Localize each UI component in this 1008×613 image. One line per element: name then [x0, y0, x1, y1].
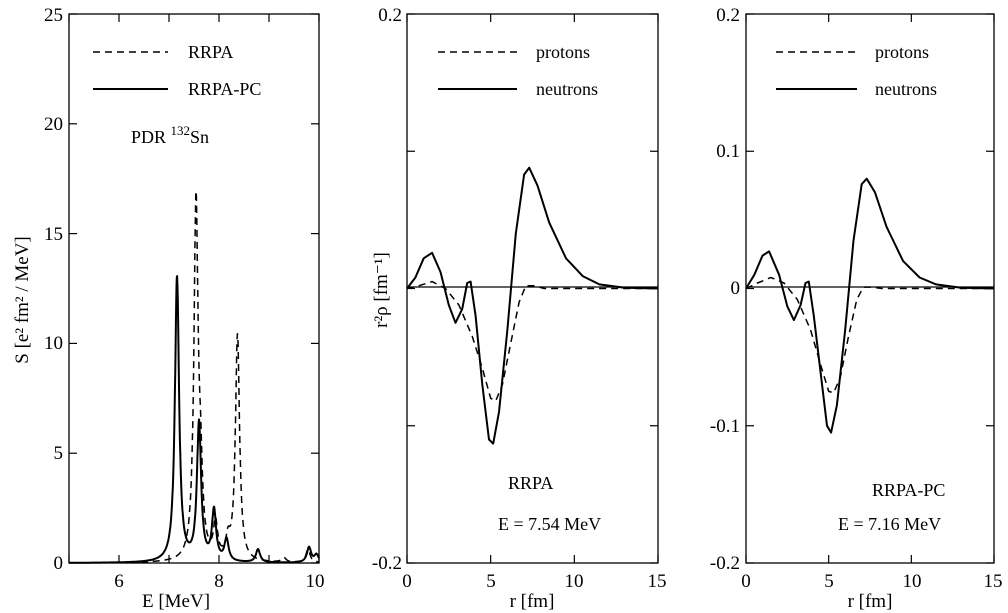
annotation-mass: 132: [171, 123, 191, 138]
legend-label: protons: [875, 42, 929, 62]
x-tick-label: 10: [565, 571, 584, 592]
y-axis-label: S [e² fm² / MeV]: [12, 236, 33, 363]
y-axis-label: r²ρ [fm⁻¹]: [371, 252, 392, 328]
series-line-protons: [745, 276, 994, 394]
x-tick-label: 15: [648, 571, 667, 592]
axis-ticks: [406, 13, 659, 564]
plot-frame: [68, 13, 320, 564]
series-line-rrpa: [68, 190, 320, 564]
panel-strength-function: 0 5 10 15 20 25 6 8 10 E [MeV] S [e² fm²…: [12, 5, 325, 612]
series-line-rrpa-pc: [68, 275, 320, 564]
legend-label: neutrons: [875, 79, 937, 99]
model-label: RRPA-PC: [872, 480, 945, 500]
y-tick-label: 0.2: [378, 5, 402, 26]
x-tick-label: 15: [984, 571, 1003, 592]
x-tick-label: 8: [214, 571, 224, 592]
y-tick-label: 25: [44, 5, 63, 26]
legend-label: RRPA: [188, 42, 233, 62]
x-tick-label: 10: [903, 571, 922, 592]
series-line-protons: [406, 280, 658, 402]
y-tick-label: -0.1: [710, 416, 740, 437]
energy-label: E = 7.16 MeV: [838, 514, 941, 534]
x-tick-label: 10: [306, 571, 325, 592]
y-tick-label: -0.2: [710, 553, 740, 574]
panel-rrpa-pc-densities: -0.2 -0.1 0 0.1 0.2 0 5 10 15 r [fm] pro…: [710, 5, 1003, 612]
plot-lines: [68, 190, 320, 564]
x-tick-label: 0: [402, 571, 412, 592]
energy-label: E = 7.54 MeV: [498, 514, 601, 534]
plot-lines: [406, 166, 659, 445]
y-tick-label: 10: [44, 333, 63, 354]
y-tick-label: 0: [54, 553, 64, 574]
y-tick-label: 20: [44, 114, 63, 135]
y-tick-label: 0: [731, 278, 741, 299]
annotation-element: Sn: [190, 127, 209, 147]
y-tick-label: 0.1: [716, 141, 740, 162]
y-tick-label: 0.2: [716, 5, 740, 26]
x-tick-label: 5: [824, 571, 834, 592]
series-line-neutrons: [406, 166, 659, 445]
plot-lines: [745, 177, 995, 434]
y-tick-label: -0.2: [372, 553, 402, 574]
legend-label: neutrons: [536, 79, 598, 99]
pdr-annotation: PDR 132Sn: [131, 123, 209, 147]
model-label: RRPA: [508, 473, 553, 493]
y-tick-label: 15: [44, 224, 63, 245]
x-tick-label: 0: [741, 571, 751, 592]
legend-label: RRPA-PC: [188, 79, 261, 99]
panel-rrpa-densities: -0.2 0.2 0 5 10 15 r [fm] r²ρ [fm⁻¹] pro…: [371, 5, 667, 612]
x-axis-label: r [fm]: [510, 591, 555, 612]
x-tick-label: 6: [114, 571, 124, 592]
x-tick-label: 5: [486, 571, 496, 592]
x-axis-label: r [fm]: [848, 591, 893, 612]
y-tick-label: 5: [54, 443, 64, 464]
legend-label: protons: [536, 42, 590, 62]
x-axis-label: E [MeV]: [142, 591, 210, 612]
annotation-prefix: PDR: [131, 127, 171, 147]
series-line-neutrons: [745, 177, 995, 434]
